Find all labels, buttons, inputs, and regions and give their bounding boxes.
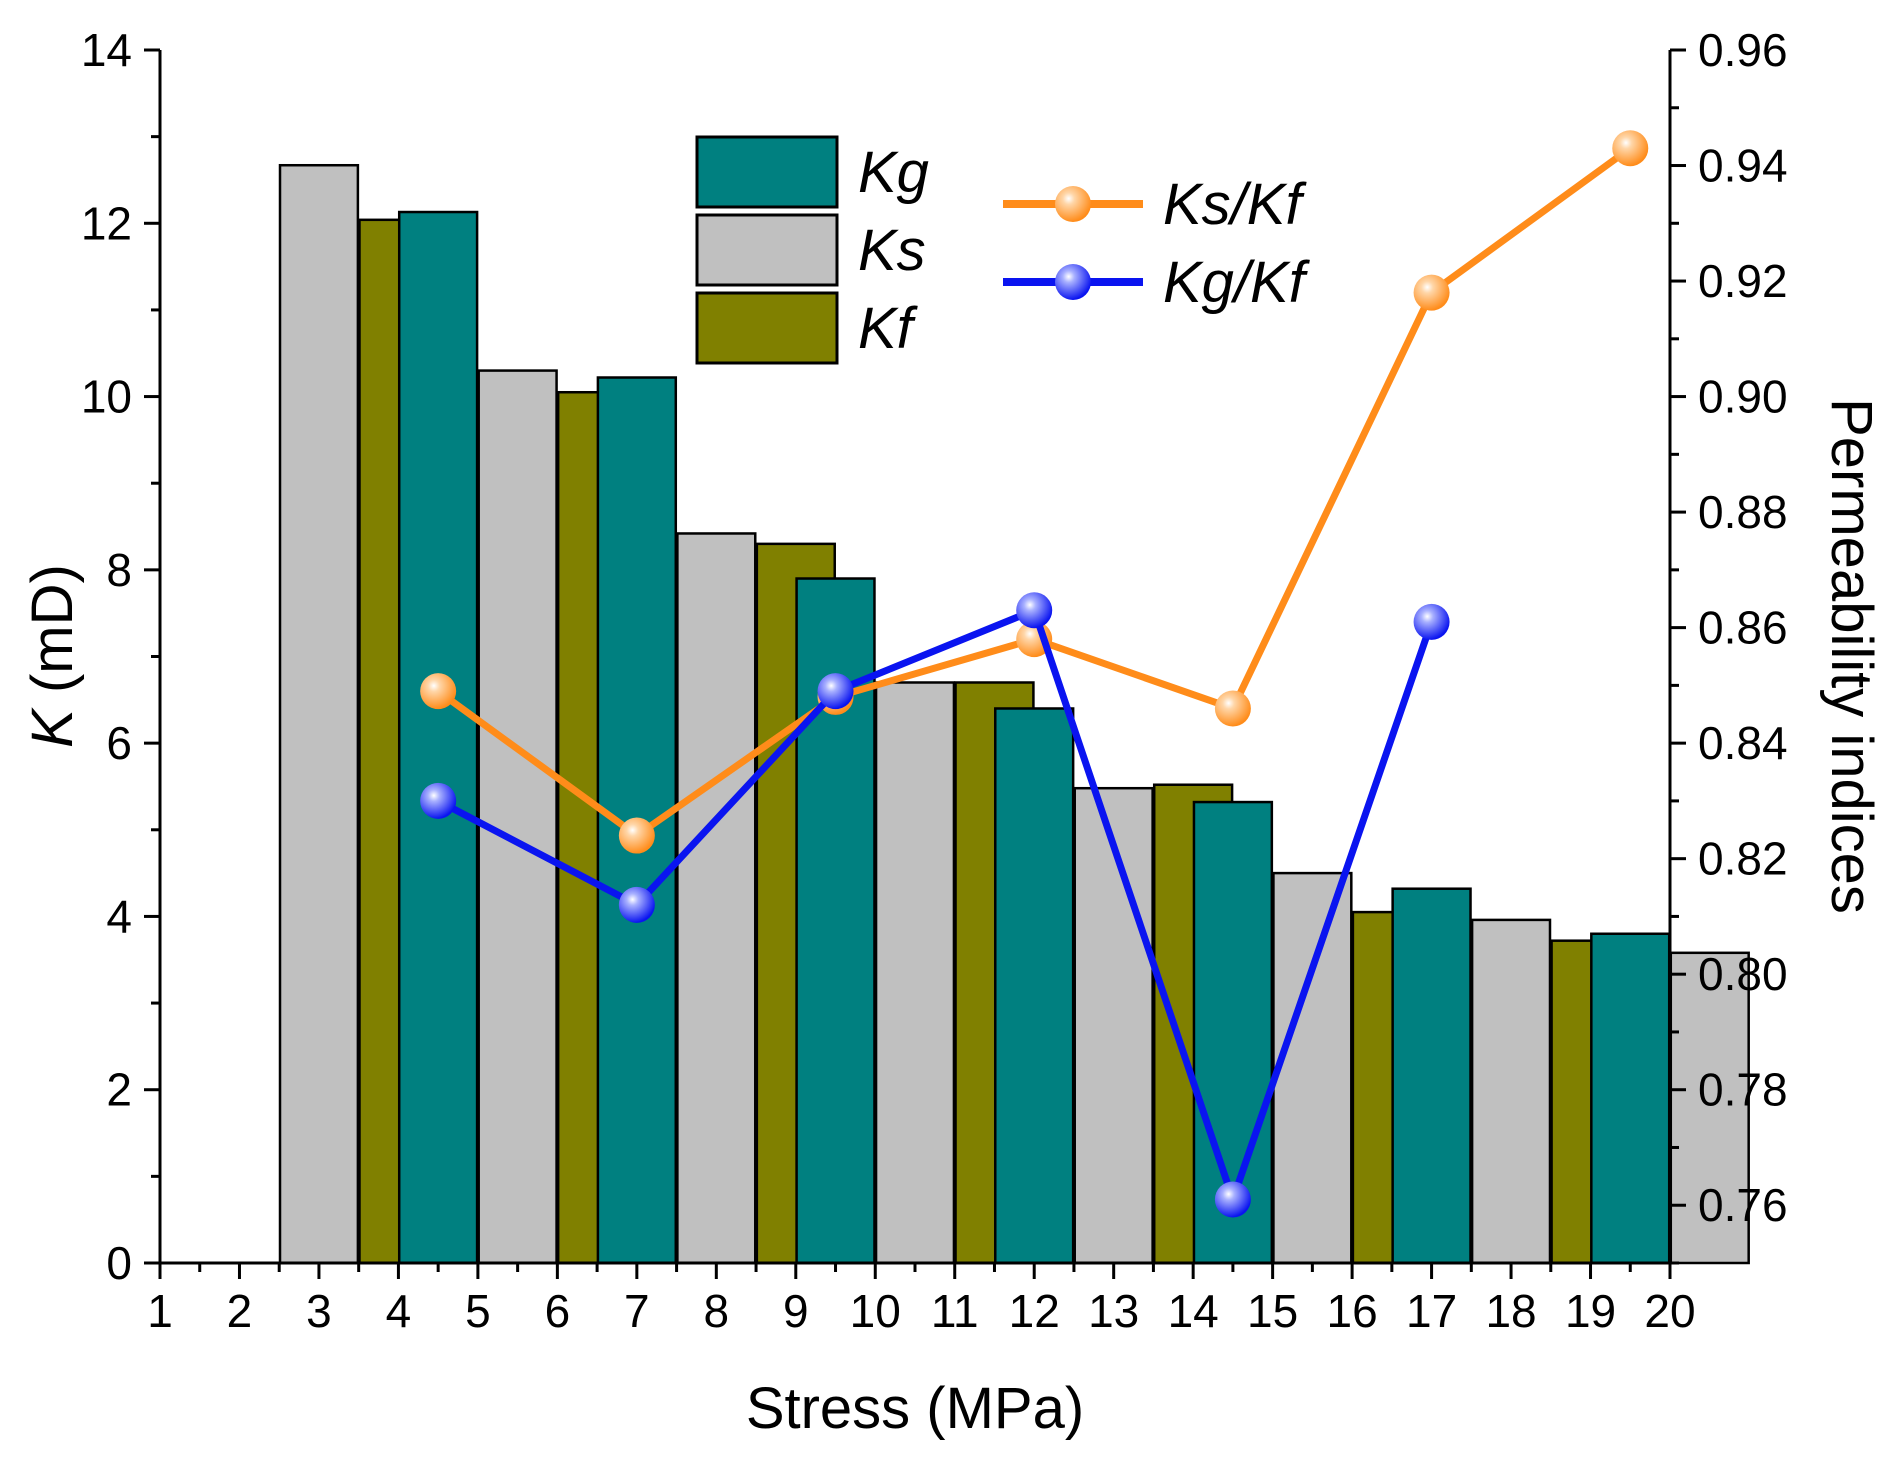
- legend-label-ks: Ks: [858, 218, 926, 283]
- y2-tick-label: 0.86: [1698, 602, 1788, 654]
- bar-layer: [278, 163, 1750, 1265]
- series-point-ks-kf: [618, 817, 655, 854]
- x-tick-label: 3: [306, 1285, 332, 1337]
- y-tick-label: 4: [106, 890, 132, 942]
- legend-label-kf: Kf: [858, 296, 919, 361]
- series-point-kg-kf: [1413, 603, 1450, 640]
- y2-tick-label: 0.96: [1698, 24, 1788, 76]
- x-tick-label: 14: [1168, 1285, 1219, 1337]
- x-tick-label: 10: [850, 1285, 901, 1337]
- line-layer: [420, 130, 1649, 1218]
- x-tick-label: 20: [1644, 1285, 1695, 1337]
- legend-label-ks-kf: Ks/Kf: [1163, 172, 1307, 237]
- y-tick-label: 12: [81, 197, 132, 249]
- y-tick-label: 2: [106, 1064, 132, 1116]
- x-tick-label: 9: [783, 1285, 809, 1337]
- legend-label-kg-kf: Kg/Kf: [1163, 250, 1311, 315]
- series-point-kg-kf: [1214, 1181, 1251, 1218]
- bar-ks-group-5: [1073, 786, 1154, 1265]
- x-tick-label: 8: [704, 1285, 730, 1337]
- x-axis-title: Stress (MPa): [746, 1376, 1084, 1441]
- bar-kg-group-5: [994, 707, 1075, 1265]
- x-tick-label: 4: [386, 1285, 412, 1337]
- x-tick-label: 17: [1406, 1285, 1457, 1337]
- bar-ks-group-3: [676, 532, 757, 1265]
- y-tick-label: 6: [106, 717, 132, 769]
- x-tick-label: 16: [1327, 1285, 1378, 1337]
- series-line-kg-kf: [436, 606, 1435, 1203]
- y-axis-title: K (mD): [20, 564, 85, 748]
- x-tick-label: 1: [147, 1285, 173, 1337]
- x-tick-label: 5: [465, 1285, 491, 1337]
- bar-ks-group-7: [1470, 918, 1552, 1265]
- x-tick-label: 12: [1009, 1285, 1060, 1337]
- series-point-kg-kf: [420, 782, 457, 819]
- bar-ks-group-4: [874, 681, 956, 1265]
- series-point-kg-kf: [618, 886, 655, 923]
- bar-kg-group-8: [1590, 932, 1671, 1265]
- x-tick-label: 15: [1247, 1285, 1298, 1337]
- y2-tick-label: 0.94: [1698, 140, 1788, 192]
- legend-swatch-kg: [695, 135, 839, 209]
- x-tick-label: 18: [1485, 1285, 1536, 1337]
- legend: Kg Ks Kf Ks/Kf Kg/Kf: [695, 135, 1311, 365]
- series-point-ks-kf: [1214, 690, 1251, 727]
- bar-ks-group-6: [1272, 871, 1353, 1265]
- legend-label-kg: Kg: [858, 140, 929, 205]
- bar-ks-group-2: [477, 369, 558, 1265]
- legend-swatch-kf: [695, 291, 839, 365]
- bar-kg-group-7: [1391, 887, 1472, 1265]
- series-point-kg-kf: [1016, 592, 1053, 629]
- y2-tick-label: 0.78: [1698, 1064, 1788, 1116]
- x-tick-label: 11: [931, 1285, 979, 1337]
- x-tick-label: 7: [624, 1285, 650, 1337]
- y-tick-label: 0: [106, 1237, 132, 1289]
- y2-tick-label: 0.80: [1698, 948, 1788, 1000]
- tick-layer: 1 2 3 4 5 6 7 8 9 10 11 12 13 14 15 16 17 18 19 20024681012…: [81, 24, 1788, 1337]
- y2-axis-title: Permeability indices: [1819, 398, 1884, 914]
- bar-ks-group-8: [1669, 951, 1750, 1265]
- series-point-ks-kf: [1413, 274, 1450, 311]
- y-tick-label: 8: [106, 544, 132, 596]
- x-tick-label: 2: [227, 1285, 253, 1337]
- bar-ks-group-1: [278, 163, 360, 1265]
- x-tick-label: 6: [545, 1285, 571, 1337]
- legend-swatch-ks: [695, 213, 839, 287]
- y-tick-label: 10: [81, 371, 132, 423]
- y2-tick-label: 0.92: [1698, 255, 1788, 307]
- y2-tick-label: 0.90: [1698, 371, 1788, 423]
- y2-tick-label: 0.76: [1698, 1179, 1788, 1231]
- legend-marker-kg-kf: [1055, 264, 1091, 300]
- series-point-ks-kf: [420, 673, 457, 710]
- y2-tick-label: 0.82: [1698, 833, 1788, 885]
- y2-tick-label: 0.88: [1698, 486, 1788, 538]
- legend-marker-ks-kf: [1055, 186, 1091, 222]
- bar-kg-group-2: [397, 210, 479, 1265]
- x-tick-label: 19: [1565, 1285, 1616, 1337]
- y2-tick-label: 0.84: [1698, 717, 1788, 769]
- series-point-kg-kf: [817, 673, 854, 710]
- series-point-ks-kf: [1612, 130, 1649, 167]
- x-tick-label: 13: [1088, 1285, 1139, 1337]
- y-tick-label: 14: [81, 24, 132, 76]
